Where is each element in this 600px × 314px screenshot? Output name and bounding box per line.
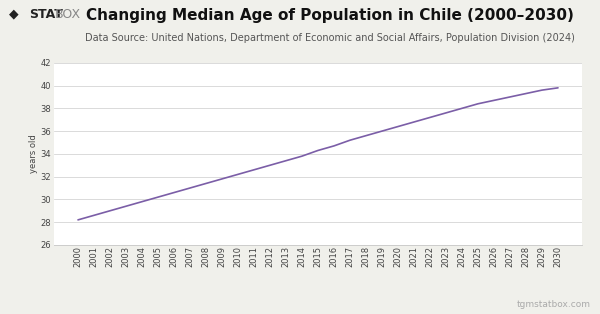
Text: Changing Median Age of Population in Chile (2000–2030): Changing Median Age of Population in Chi… (86, 8, 574, 23)
Text: tgmstatbox.com: tgmstatbox.com (517, 300, 591, 309)
Text: Data Source: United Nations, Department of Economic and Social Affairs, Populati: Data Source: United Nations, Department … (85, 33, 575, 43)
Text: ◆: ◆ (9, 8, 19, 21)
Text: STAT: STAT (29, 8, 62, 21)
Y-axis label: years old: years old (29, 134, 38, 173)
Text: BOX: BOX (55, 8, 82, 21)
